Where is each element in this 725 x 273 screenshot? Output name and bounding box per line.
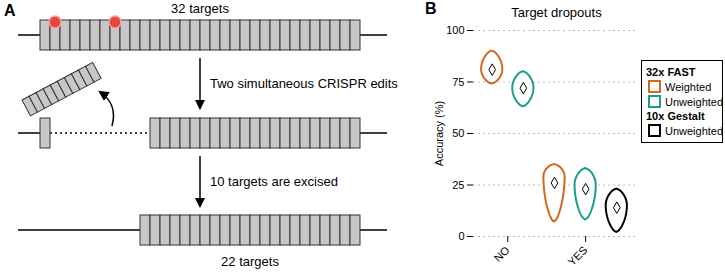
html-text:Weighted: Weighted xyxy=(665,80,712,93)
svg-text:NO: NO xyxy=(492,243,512,263)
svg-text:YES: YES xyxy=(566,244,590,268)
html-text:B: B xyxy=(425,0,437,17)
html-text:Unweighted: Unweighted xyxy=(665,124,724,137)
html-text:Unweighted: Unweighted xyxy=(665,95,724,108)
svg-text:Two simultaneous CRISPR edits: Two simultaneous CRISPR edits xyxy=(210,76,398,91)
svg-text:100: 100 xyxy=(446,24,464,36)
svg-text:0: 0 xyxy=(458,230,464,242)
svg-text:50: 50 xyxy=(452,127,464,139)
html-text:32x FAST: 32x FAST xyxy=(646,66,696,78)
svg-text:25: 25 xyxy=(452,179,464,191)
svg-text:32 targets: 32 targets xyxy=(171,1,229,16)
svg-text:Accuracy (%): Accuracy (%) xyxy=(433,101,445,166)
svg-text:75: 75 xyxy=(452,76,464,88)
html-text:Target dropouts: Target dropouts xyxy=(511,5,602,20)
html-text:10x Gestalt: 10x Gestalt xyxy=(646,110,705,122)
svg-text:22 targets: 22 targets xyxy=(221,254,279,269)
svg-text:10 targets are excised: 10 targets are excised xyxy=(210,174,338,189)
svg-text:A: A xyxy=(4,2,16,19)
